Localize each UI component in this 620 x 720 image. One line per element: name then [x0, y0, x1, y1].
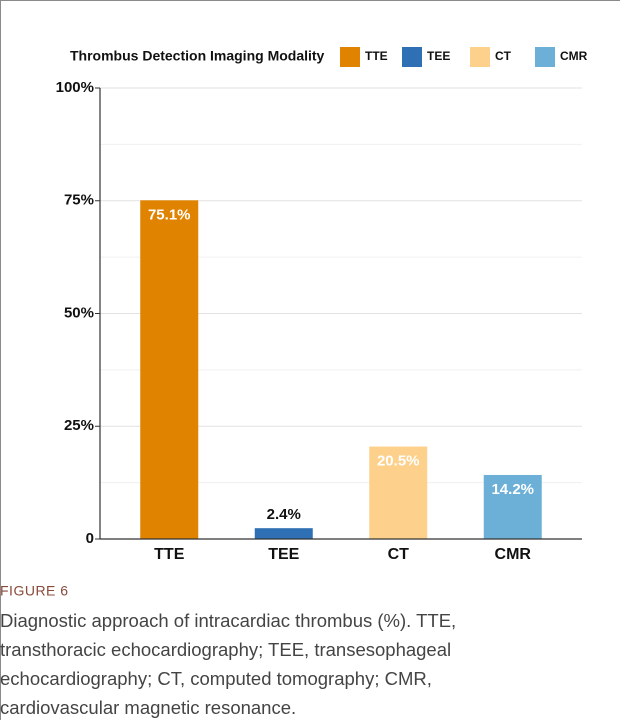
x-tick-label: TTE	[154, 546, 185, 563]
legend-swatch	[535, 47, 555, 67]
legend-swatch	[402, 47, 422, 67]
bar	[483, 474, 542, 539]
legend-title: Thrombus Detection Imaging Modality	[70, 48, 325, 64]
x-tick-label: TEE	[268, 546, 299, 563]
y-tick-label: 100%	[56, 79, 94, 96]
legend-label: CT	[495, 49, 512, 63]
caption-line: echocardiography; CT, computed tomograph…	[0, 668, 432, 689]
caption-line: transthoracic echocardiography; TEE, tra…	[0, 639, 451, 660]
bar	[140, 200, 199, 539]
value-label: 2.4%	[267, 506, 301, 523]
y-tick-label: 50%	[64, 304, 94, 321]
legend-swatch	[340, 47, 360, 67]
x-tick-label: CT	[388, 546, 410, 563]
caption-label: FIGURE 6	[0, 583, 69, 599]
value-label: 20.5%	[377, 453, 420, 470]
y-tick-label: 75%	[64, 192, 94, 209]
value-label: 75.1%	[148, 206, 191, 223]
y-tick-label: 0	[86, 530, 94, 547]
value-label: 14.2%	[491, 481, 534, 498]
legend-swatch	[470, 47, 490, 67]
x-tick-label: CMR	[495, 546, 532, 563]
caption-line: cardiovascular magnetic resonance.	[0, 697, 296, 718]
legend-label: TEE	[427, 49, 450, 63]
bar	[369, 446, 428, 539]
legend-label: TTE	[365, 49, 388, 63]
caption-line: Diagnostic approach of intracardiac thro…	[0, 610, 456, 631]
legend-label: CMR	[560, 49, 588, 63]
bar	[254, 528, 313, 539]
y-tick-label: 25%	[64, 417, 94, 434]
